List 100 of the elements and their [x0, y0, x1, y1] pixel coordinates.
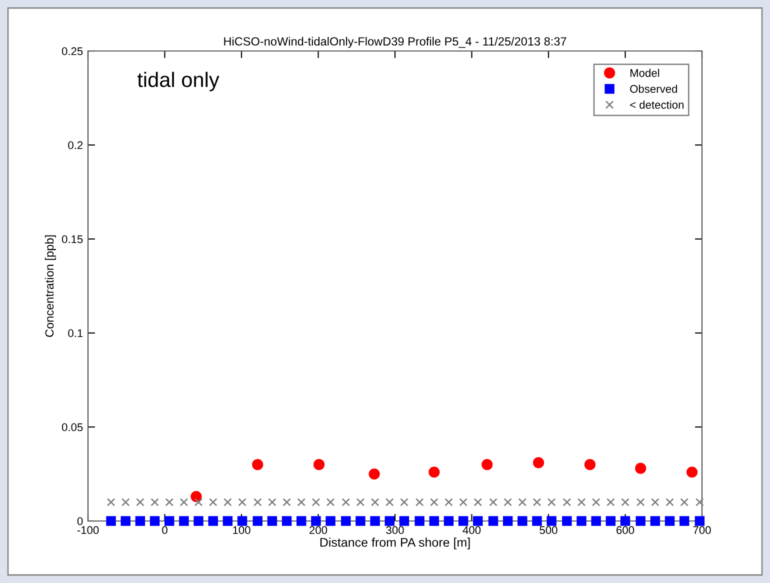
point [282, 498, 291, 506]
point [297, 498, 306, 506]
legend-label: Model [630, 68, 660, 77]
point [636, 516, 646, 526]
point [428, 466, 440, 478]
point [326, 516, 336, 526]
point [208, 516, 218, 526]
point [458, 516, 468, 526]
x-tick-label: 200 [310, 526, 328, 534]
point [620, 516, 630, 526]
point [546, 516, 556, 526]
point [547, 498, 556, 506]
point [120, 516, 130, 526]
y-axis-title: Concentration [ppb] [44, 235, 56, 337]
point [473, 516, 483, 526]
point [606, 516, 616, 526]
point [518, 516, 528, 526]
point [680, 498, 689, 506]
point [267, 516, 278, 526]
point [679, 516, 690, 526]
point [650, 516, 660, 526]
point [252, 516, 262, 526]
point [504, 498, 512, 506]
point [664, 516, 675, 526]
point [444, 498, 453, 506]
point [237, 516, 248, 526]
point [135, 516, 146, 526]
point [136, 498, 144, 506]
point [368, 468, 380, 480]
y-tick-label: 0.05 [62, 423, 83, 432]
point [268, 498, 276, 506]
x-tick-label: 700 [693, 526, 711, 534]
point [370, 498, 380, 506]
point [106, 516, 116, 526]
point [636, 498, 645, 506]
point [326, 498, 335, 506]
chart-title: HiCSO-noWind-tidalOnly-FlowD39 Profile P5_4 - 11/25/2013 8:37 [224, 36, 566, 48]
point [532, 457, 544, 468]
x-tick-label: 500 [540, 526, 558, 534]
point [696, 498, 704, 506]
point [222, 516, 233, 526]
point [150, 516, 160, 526]
point [194, 516, 204, 526]
point [621, 498, 630, 506]
point [190, 491, 202, 502]
point [532, 498, 542, 506]
point [606, 498, 615, 506]
point [584, 459, 596, 470]
y-tick-label: 0.25 [62, 47, 83, 56]
point [385, 498, 394, 506]
point [194, 498, 203, 506]
point [562, 516, 572, 526]
legend-label: Observed [630, 84, 678, 93]
y-tick-label: 0.2 [68, 141, 83, 150]
y-tick-label: 0.15 [62, 235, 83, 244]
point [651, 498, 660, 506]
point [430, 498, 438, 506]
x-tick-label: 100 [233, 526, 250, 534]
y-tick-label: 0.1 [68, 329, 83, 338]
point [312, 498, 320, 506]
x-tick-label: 300 [386, 526, 404, 534]
point [414, 516, 424, 526]
point [296, 516, 306, 526]
point [224, 498, 232, 506]
legend-label: < detection [630, 100, 684, 109]
point [694, 516, 705, 526]
point [356, 498, 365, 506]
point [577, 498, 586, 506]
annotation: tidal only [137, 72, 220, 92]
point [252, 459, 264, 470]
point [666, 498, 674, 506]
point [150, 498, 159, 506]
point [429, 516, 440, 526]
point [562, 498, 572, 506]
x-axis-title: Distance from PA shore [m] [320, 538, 470, 550]
y-tick-label: 0 [77, 517, 83, 526]
point [341, 516, 351, 526]
point [635, 462, 646, 474]
x-tick-label: -100 [77, 526, 99, 534]
x-tick-label: 0 [162, 526, 168, 534]
point [238, 498, 246, 506]
point [384, 516, 394, 526]
point [208, 498, 218, 506]
point [311, 516, 321, 526]
point [502, 516, 513, 526]
point [356, 516, 366, 526]
point [482, 459, 493, 470]
point [282, 516, 292, 526]
point [592, 498, 600, 506]
point [165, 498, 174, 506]
point [474, 498, 482, 506]
point [313, 459, 325, 470]
point [576, 516, 586, 526]
point [686, 466, 698, 478]
point [106, 498, 116, 506]
x-tick-label: 400 [462, 526, 481, 534]
point [532, 516, 542, 526]
point [180, 498, 188, 506]
point [399, 516, 410, 526]
point [164, 516, 174, 526]
